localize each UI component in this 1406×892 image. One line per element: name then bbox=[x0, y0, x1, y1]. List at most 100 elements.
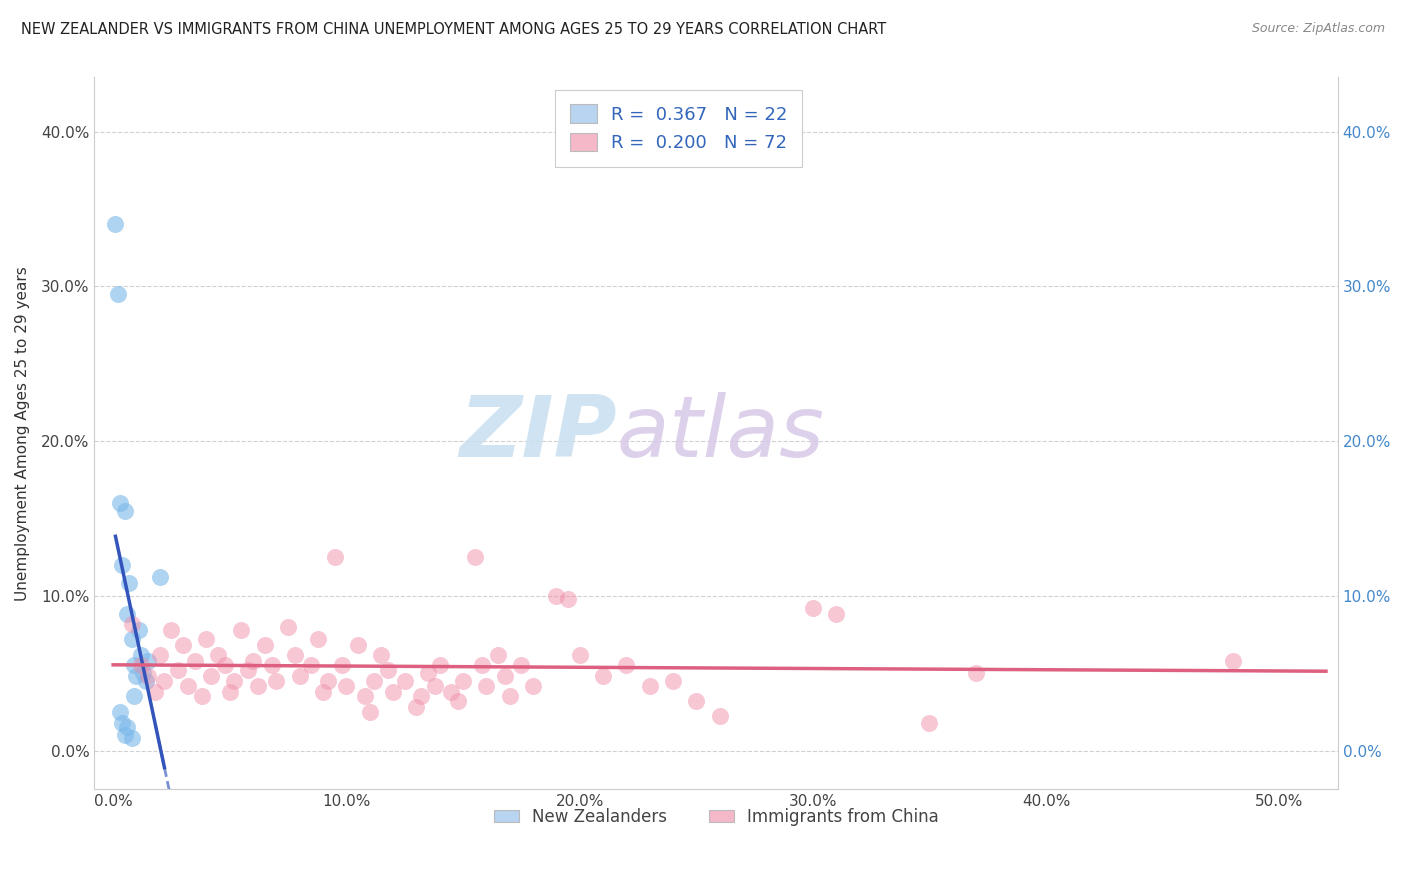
Point bbox=[429, 658, 451, 673]
Point bbox=[330, 658, 353, 673]
Point bbox=[115, 607, 138, 622]
Point bbox=[638, 679, 661, 693]
Point bbox=[167, 663, 190, 677]
Point bbox=[409, 690, 432, 704]
Point bbox=[195, 632, 218, 647]
Point bbox=[370, 648, 392, 662]
Point bbox=[312, 684, 335, 698]
Point bbox=[200, 669, 222, 683]
Text: atlas: atlas bbox=[617, 392, 824, 475]
Point bbox=[238, 663, 260, 677]
Point bbox=[121, 616, 143, 631]
Text: ZIP: ZIP bbox=[458, 392, 617, 475]
Point bbox=[125, 669, 148, 683]
Point bbox=[111, 558, 134, 572]
Point bbox=[231, 623, 253, 637]
Point bbox=[104, 218, 127, 232]
Point bbox=[494, 669, 516, 683]
Point bbox=[129, 648, 152, 662]
Point bbox=[160, 623, 183, 637]
Point bbox=[122, 658, 145, 673]
Point bbox=[149, 648, 172, 662]
Point bbox=[347, 638, 370, 652]
Point bbox=[266, 673, 288, 688]
Point bbox=[143, 684, 166, 698]
Point bbox=[114, 728, 136, 742]
Point bbox=[214, 658, 236, 673]
Point bbox=[115, 720, 138, 734]
Point bbox=[394, 673, 416, 688]
Point bbox=[405, 700, 427, 714]
Point bbox=[316, 673, 339, 688]
Point bbox=[423, 679, 446, 693]
Point bbox=[260, 658, 283, 673]
Point bbox=[359, 705, 381, 719]
Point bbox=[354, 690, 377, 704]
Point bbox=[135, 673, 157, 688]
Point bbox=[177, 679, 200, 693]
Point bbox=[111, 715, 134, 730]
Point bbox=[122, 690, 145, 704]
Point bbox=[153, 673, 176, 688]
Point bbox=[108, 705, 131, 719]
Point bbox=[475, 679, 498, 693]
Point bbox=[363, 673, 385, 688]
Point bbox=[121, 632, 143, 647]
Point bbox=[128, 623, 150, 637]
Point bbox=[307, 632, 329, 647]
Point bbox=[284, 648, 307, 662]
Point bbox=[440, 684, 463, 698]
Point bbox=[299, 658, 322, 673]
Point bbox=[464, 550, 486, 565]
Point bbox=[522, 679, 544, 693]
Point bbox=[288, 669, 311, 683]
Point bbox=[451, 673, 474, 688]
Point bbox=[172, 638, 194, 652]
Y-axis label: Unemployment Among Ages 25 to 29 years: Unemployment Among Ages 25 to 29 years bbox=[15, 266, 30, 600]
Point bbox=[184, 654, 207, 668]
Point bbox=[557, 591, 579, 606]
Point bbox=[114, 504, 136, 518]
Point bbox=[132, 666, 155, 681]
Point bbox=[246, 679, 269, 693]
Point bbox=[510, 658, 533, 673]
Point bbox=[486, 648, 509, 662]
Point bbox=[136, 669, 159, 683]
Point bbox=[801, 601, 824, 615]
Text: NEW ZEALANDER VS IMMIGRANTS FROM CHINA UNEMPLOYMENT AMONG AGES 25 TO 29 YEARS CO: NEW ZEALANDER VS IMMIGRANTS FROM CHINA U… bbox=[21, 22, 886, 37]
Point bbox=[121, 731, 143, 746]
Point bbox=[447, 694, 470, 708]
Point bbox=[918, 715, 941, 730]
Point bbox=[685, 694, 707, 708]
Point bbox=[253, 638, 276, 652]
Point bbox=[614, 658, 637, 673]
Point bbox=[416, 666, 439, 681]
Point bbox=[207, 648, 229, 662]
Legend: New Zealanders, Immigrants from China: New Zealanders, Immigrants from China bbox=[485, 799, 946, 834]
Point bbox=[592, 669, 614, 683]
Point bbox=[323, 550, 346, 565]
Point bbox=[118, 576, 141, 591]
Point bbox=[149, 570, 172, 584]
Point bbox=[471, 658, 494, 673]
Point bbox=[108, 496, 131, 510]
Point bbox=[568, 648, 591, 662]
Point bbox=[107, 287, 129, 301]
Point bbox=[242, 654, 264, 668]
Point bbox=[709, 709, 731, 723]
Point bbox=[382, 684, 405, 698]
Point bbox=[377, 663, 399, 677]
Point bbox=[1222, 654, 1244, 668]
Point bbox=[825, 607, 848, 622]
Point bbox=[129, 658, 152, 673]
Point bbox=[662, 673, 685, 688]
Text: Source: ZipAtlas.com: Source: ZipAtlas.com bbox=[1251, 22, 1385, 36]
Point bbox=[965, 666, 987, 681]
Point bbox=[218, 684, 240, 698]
Point bbox=[224, 673, 246, 688]
Point bbox=[136, 654, 159, 668]
Point bbox=[546, 589, 568, 603]
Point bbox=[191, 690, 214, 704]
Point bbox=[335, 679, 357, 693]
Point bbox=[498, 690, 520, 704]
